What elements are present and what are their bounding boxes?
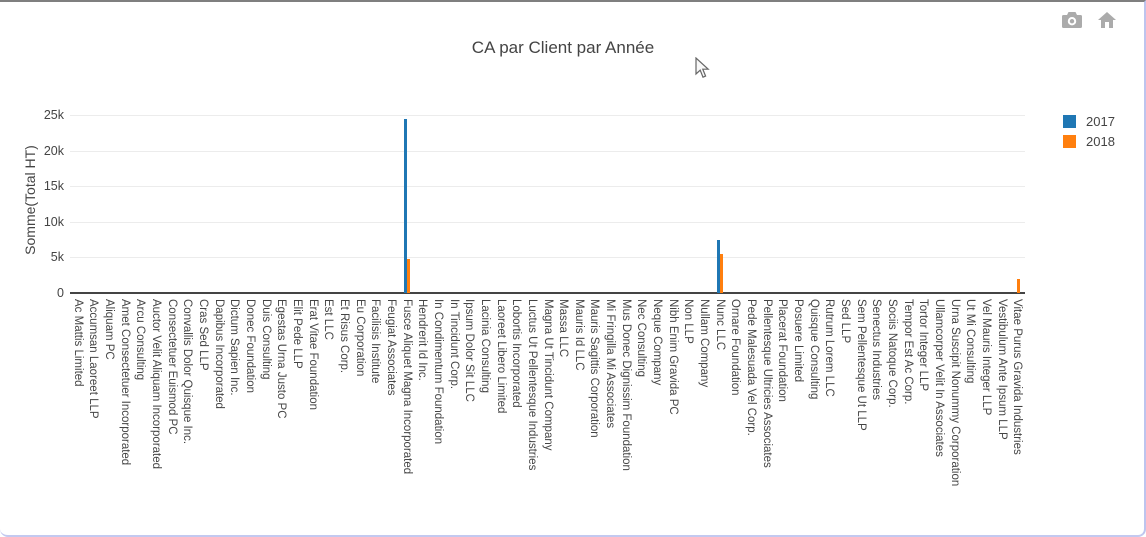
x-axis-line — [70, 292, 1025, 294]
x-tick-label: Rutrum Lorem LLC — [823, 299, 836, 397]
bar-2018[interactable] — [406, 258, 410, 293]
x-tick-label: Luctus Ut Pellentesque Industries — [525, 299, 538, 471]
download-png-button[interactable] — [1062, 12, 1082, 28]
x-tick-label: Nunc LLC — [713, 299, 726, 351]
x-tick-label: Ornare Foundation — [729, 299, 742, 396]
x-tick-label: Arcu Consulting — [134, 299, 147, 381]
legend-label: 2018 — [1086, 134, 1115, 149]
y-tick-label: 25k — [43, 108, 64, 122]
x-tick-label: Magna Ut Tincidunt Company — [541, 299, 554, 451]
x-tick-label: Lobortis Incorporated — [510, 299, 523, 408]
camera-icon — [1062, 12, 1082, 31]
x-tick-label: Duis Consulting — [259, 299, 272, 380]
legend-swatch — [1063, 115, 1076, 128]
home-icon — [1098, 12, 1116, 31]
x-tick-label: Mauris Sagittis Corporation — [588, 299, 601, 438]
x-tick-label: Nec Consulting — [635, 299, 648, 377]
y-tick-label: 15k — [43, 179, 64, 194]
x-tick-label: Nullam Company — [698, 299, 711, 388]
x-tick-label: Senectus Industries — [870, 299, 883, 401]
bar-2017[interactable] — [403, 119, 407, 293]
x-tick-label: Posuere Limited — [791, 299, 804, 383]
x-tick-label: Ipsum Dolor Sit LLC — [463, 299, 476, 402]
x-tick-label: Et Risus Corp. — [337, 299, 350, 374]
mouse-cursor — [695, 57, 710, 78]
x-tick-label: Sociis Natoque Corp. — [885, 299, 898, 408]
x-tick-label: Nibh Enim Gravida PC — [666, 299, 679, 415]
x-tick-label: Lacinia Consulting — [478, 299, 491, 393]
x-tick-label: Egestas Urna Justo PC — [275, 299, 288, 419]
x-tick-label: Dictum Sapien Inc. — [228, 299, 241, 396]
x-tick-label: Ut Mi Consulting — [964, 299, 977, 384]
chart-title: CA par Client par Année — [471, 38, 655, 57]
x-tick-label: Ullamcorper Velit In Associates — [932, 299, 945, 457]
bar-2018[interactable] — [719, 253, 723, 293]
legend-swatch — [1063, 135, 1076, 148]
x-tick-label: Mus Donec Dignissim Foundation — [619, 299, 632, 471]
x-tick-label: Auctor Velit Aliquam Incorporated — [150, 299, 163, 470]
y-gridline — [70, 257, 1025, 259]
x-tick-label: Sem Pellentesque Ut LLP — [854, 299, 867, 431]
y-tick-label: 10k — [43, 214, 64, 229]
x-tick-label: Erat Vitae Foundation — [306, 299, 319, 411]
x-tick-label: Consectetuer Euismod PC — [165, 299, 178, 435]
x-tick-label: Ac Mattis Limited — [71, 299, 84, 387]
y-gridline — [70, 221, 1025, 223]
x-tick-label: Sed LLP — [838, 299, 851, 344]
x-tick-label: Massa LLC — [557, 299, 570, 358]
x-tick-label: Aliquam PC — [103, 299, 116, 360]
x-tick-label: In Tincidunt Corp. — [447, 299, 460, 390]
x-tick-label: Tempor Est Ac Corp. — [901, 299, 914, 405]
legend-label: 2017 — [1086, 114, 1115, 129]
x-tick-label: Est LLC — [322, 299, 335, 340]
plotly-modebar — [1062, 12, 1116, 28]
legend-item-2017[interactable]: 2017 — [1063, 114, 1115, 129]
x-tick-label: Vel Mauris Integer LLP — [979, 299, 992, 416]
y-gridline — [70, 186, 1025, 188]
x-tick-label: Fusce Aliquet Magna Incorporated — [400, 299, 413, 475]
x-tick-label: Vitae Purus Gravida Industries — [1011, 299, 1024, 455]
y-gridline — [70, 115, 1025, 116]
x-tick-label: Accumsan Laoreet LLP — [87, 299, 100, 419]
legend: 2017 2018 — [1063, 114, 1115, 149]
x-tick-label: Facilisis Institute — [369, 299, 382, 384]
x-tick-label: Elit Pede LLP — [291, 299, 303, 369]
y-gridline — [70, 150, 1025, 152]
x-tick-label: Hendrerit Id Inc. — [416, 299, 429, 381]
bar-2018[interactable] — [1017, 278, 1021, 293]
x-tick-label: Dapibus Incorporated — [212, 299, 225, 409]
x-tick-label: Mauris Id LLC — [572, 299, 585, 371]
x-tick-label: Vestibulum Ante Ipsum LLP — [995, 299, 1008, 440]
x-tick-label: Convallis Dolor Quisque Inc. — [181, 299, 194, 445]
x-tick-label: Amet Consectetuer Incorporated — [118, 299, 131, 466]
x-tick-label: Donec Foundation — [244, 299, 257, 393]
x-tick-label: Feugiat Associates — [384, 299, 397, 396]
x-tick-label: Placerat Foundation — [776, 299, 789, 402]
x-tick-label: Eu Corporation — [353, 299, 366, 377]
y-tick-label: 20k — [43, 143, 64, 158]
x-tick-label: Urna Suscipit Nonummy Corporation — [948, 299, 961, 487]
x-tick-label: Non LLP — [682, 299, 695, 344]
x-tick-label: Tortor Integer LLP — [917, 299, 930, 392]
x-tick-label: Cras Sed LLP — [197, 299, 210, 371]
legend-item-2018[interactable]: 2018 — [1063, 134, 1115, 149]
reset-axes-button[interactable] — [1098, 12, 1116, 28]
x-tick-label: Mi Fringilla Mi Associates — [604, 299, 617, 429]
bar-2017[interactable] — [716, 239, 720, 293]
x-tick-label: Pede Malesuada Vel Corp. — [745, 299, 758, 436]
x-tick-label: Neque Company — [651, 299, 664, 386]
x-tick-label: Pellentesque Ultricies Associates — [760, 299, 773, 468]
x-tick-label: Quisque Consulting — [807, 299, 820, 400]
y-tick-label: 0 — [57, 286, 64, 300]
x-tick-label: In Condimentum Foundation — [431, 299, 444, 445]
x-tick-label: Laoreet Libero Limited — [494, 299, 507, 414]
y-tick-label: 5k — [50, 250, 64, 265]
